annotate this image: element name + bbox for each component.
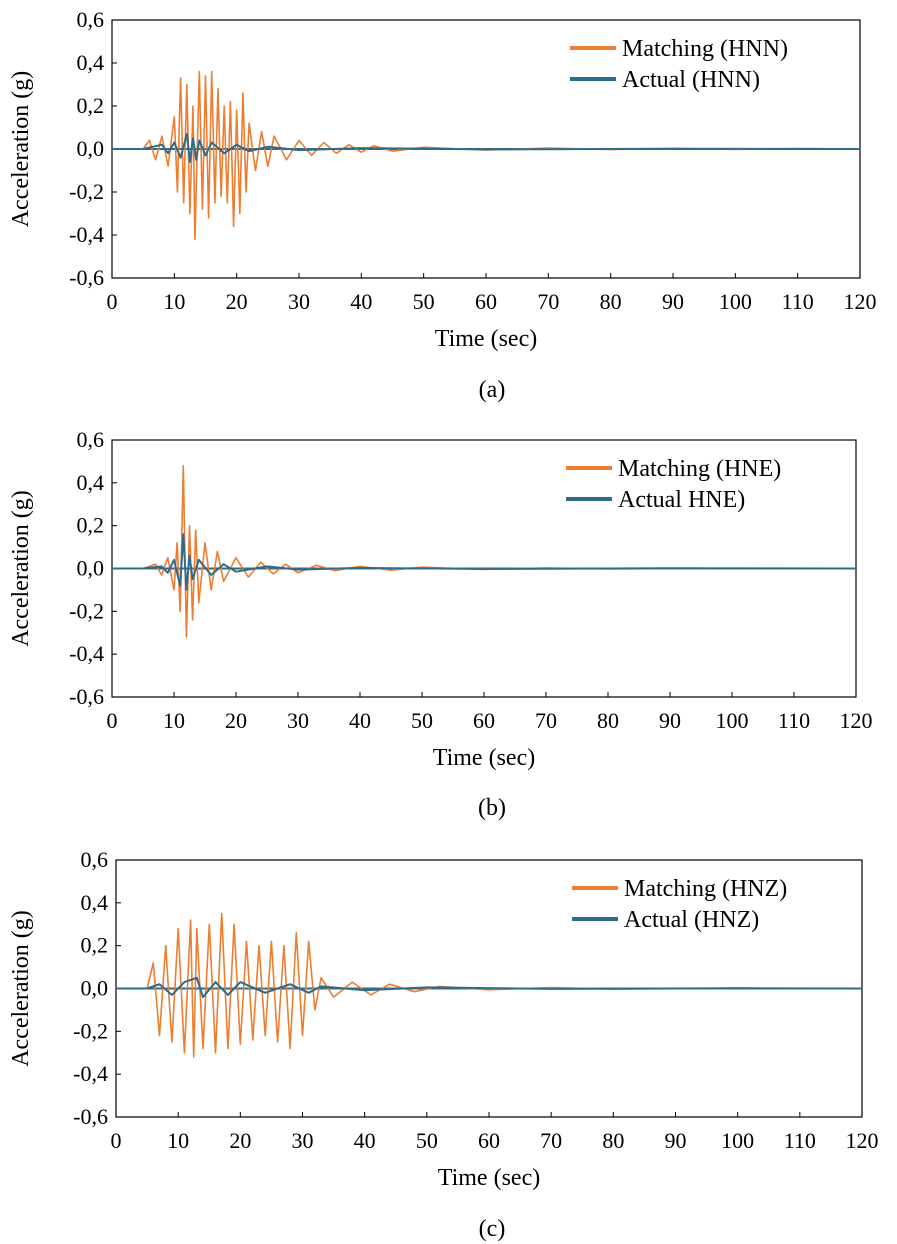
x-tick-label: 50 <box>413 289 435 314</box>
x-tick-label: 70 <box>540 1128 562 1153</box>
x-tick-label: 60 <box>478 1128 500 1153</box>
x-tick-label: 0 <box>107 289 118 314</box>
x-tick-label: 40 <box>354 1128 376 1153</box>
x-tick-label: 0 <box>111 1128 122 1153</box>
y-tick-label: 0,2 <box>81 933 109 958</box>
y-tick-label: 0,6 <box>77 427 105 452</box>
legend-label: Matching (HNE) <box>618 456 781 482</box>
x-tick-label: 40 <box>349 708 371 733</box>
y-tick-label: -0,4 <box>69 641 104 666</box>
x-tick-label: 100 <box>721 1128 754 1153</box>
y-axis-title: Acceleration (g) <box>8 71 34 228</box>
x-tick-label: 20 <box>226 289 248 314</box>
y-tick-label: -0,4 <box>69 222 104 247</box>
x-tick-label: 80 <box>597 708 619 733</box>
y-tick-label: 0,6 <box>77 7 105 32</box>
x-tick-label: 40 <box>350 289 372 314</box>
y-tick-label: 0,0 <box>77 136 105 161</box>
y-tick-label: 0,2 <box>77 513 105 538</box>
x-tick-label: 10 <box>167 1128 189 1153</box>
legend-label: Actual (HNN) <box>622 67 760 93</box>
y-tick-label: 0,0 <box>77 556 105 581</box>
x-axis-title: Time (sec) <box>433 745 535 771</box>
series-line-matching <box>142 70 861 241</box>
x-tick-label: 50 <box>416 1128 438 1153</box>
panel-caption: (a) <box>479 377 506 403</box>
legend-label: Actual HNE) <box>618 487 745 513</box>
x-tick-label: 100 <box>716 708 749 733</box>
chart-panel-3: 0,6 0,4 0,2 0,0 -0,2 -0,4 -0,60 10 20 30 40 50 60 70 8… <box>8 847 879 1242</box>
x-tick-label: 10 <box>163 708 185 733</box>
panel-caption: (b) <box>478 795 506 821</box>
x-tick-label: 120 <box>840 708 873 733</box>
x-tick-label: 110 <box>778 708 810 733</box>
x-tick-label: 50 <box>411 708 433 733</box>
legend-label: Matching (HNN) <box>622 36 788 62</box>
y-tick-label: 0,4 <box>81 890 109 915</box>
chart-panel-1: 0,6 0,4 0,2 0,0 -0,2 -0,4 -0,60 10 20 30 40 50 60 70 8… <box>8 7 877 403</box>
y-tick-label: -0,6 <box>73 1104 108 1129</box>
x-axis-title: Time (sec) <box>435 326 537 352</box>
x-tick-label: 90 <box>665 1128 687 1153</box>
x-tick-label: 20 <box>225 708 247 733</box>
x-axis-title: Time (sec) <box>438 1165 540 1191</box>
series-line-actual <box>142 533 857 591</box>
y-tick-label: 0,4 <box>77 470 105 495</box>
x-tick-label: 120 <box>846 1128 879 1153</box>
x-tick-label: 60 <box>475 289 497 314</box>
x-tick-label: 110 <box>784 1128 816 1153</box>
y-tick-label: -0,6 <box>69 265 104 290</box>
y-tick-label: 0,6 <box>81 847 109 872</box>
x-tick-label: 30 <box>288 289 310 314</box>
x-tick-label: 0 <box>107 708 118 733</box>
chart-panel-2: 0,6 0,4 0,2 0,0 -0,2 -0,4 -0,60 10 20 30 40 50 60 70 8… <box>8 427 873 821</box>
x-tick-label: 30 <box>292 1128 314 1153</box>
x-tick-label: 70 <box>537 289 559 314</box>
y-tick-label: 0,4 <box>77 50 105 75</box>
legend-label: Matching (HNZ) <box>624 876 787 902</box>
y-axis-title: Acceleration (g) <box>8 910 34 1067</box>
x-tick-label: 80 <box>600 289 622 314</box>
y-axis-title: Acceleration (g) <box>8 490 34 647</box>
x-tick-label: 10 <box>163 289 185 314</box>
y-tick-label: 0,0 <box>81 976 109 1001</box>
x-tick-label: 70 <box>535 708 557 733</box>
panel-caption: (c) <box>479 1216 506 1242</box>
y-tick-label: -0,6 <box>69 684 104 709</box>
x-tick-label: 120 <box>844 289 877 314</box>
y-tick-label: -0,4 <box>73 1061 108 1086</box>
x-tick-label: 60 <box>473 708 495 733</box>
x-tick-label: 100 <box>719 289 752 314</box>
series-line-matching <box>146 912 863 1058</box>
x-tick-label: 30 <box>287 708 309 733</box>
x-tick-label: 80 <box>602 1128 624 1153</box>
series-line-actual <box>146 976 863 999</box>
y-tick-label: -0,2 <box>69 179 104 204</box>
y-tick-label: 0,2 <box>77 93 105 118</box>
y-tick-label: -0,2 <box>69 598 104 623</box>
x-tick-label: 90 <box>659 708 681 733</box>
y-tick-label: -0,2 <box>73 1018 108 1043</box>
legend-label: Actual (HNZ) <box>624 907 759 933</box>
series-line-actual <box>142 132 861 163</box>
x-tick-label: 90 <box>662 289 684 314</box>
x-tick-label: 20 <box>229 1128 251 1153</box>
x-tick-label: 110 <box>782 289 814 314</box>
